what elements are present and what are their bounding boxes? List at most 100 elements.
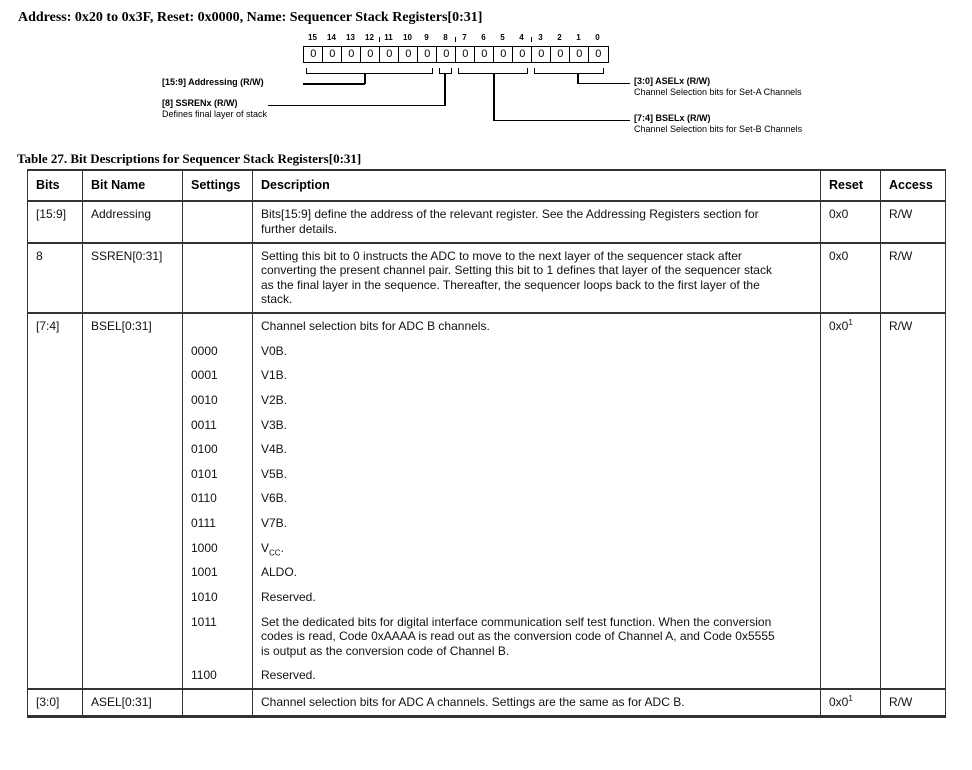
bit-cell: 0	[417, 46, 438, 63]
settings-subrow: 1010 Reserved.	[28, 584, 946, 610]
bit-number: 8	[443, 33, 448, 42]
settings-cell: 0101	[182, 461, 253, 487]
description-cell: V5B.	[252, 461, 821, 487]
description-cell: VCC.	[252, 535, 821, 561]
description-cell: Reserved.	[252, 663, 821, 689]
description-cell: V7B.	[252, 511, 821, 536]
settings-subrow: 0001 V1B.	[28, 363, 946, 388]
bit-number: 4	[519, 33, 524, 42]
field-label-addressing: [15:9] Addressing (R/W)	[162, 77, 264, 87]
group-bracket-addressing	[306, 68, 433, 74]
bit-number: 7	[462, 33, 467, 42]
column-header-bit-name: Bit Name	[82, 168, 183, 203]
register-bit-diagram: 15 14 13 12 11 10 9 8 7 6 5 4 3 2 1 0 0 …	[0, 0, 972, 140]
settings-cell: 0001	[182, 363, 253, 388]
table-row: 8 SSREN[0:31] Setting this bit to 0 inst…	[27, 241, 946, 313]
field-sublabel-asel: Channel Selection bits for Set-A Channel…	[634, 87, 802, 97]
description-cell: Channel selection bits for ADC A channel…	[252, 687, 821, 717]
bit-cell: 0	[493, 46, 514, 63]
bit-cell: 0	[550, 46, 571, 63]
vcc-subscript: CC	[269, 548, 281, 558]
bit-number: 10	[403, 33, 412, 42]
connector-line	[364, 73, 366, 84]
description-cell: V6B.	[252, 486, 821, 511]
description-cell: ALDO.	[252, 560, 821, 585]
bit-cell: 0	[341, 46, 362, 63]
access-cell: R/W	[880, 687, 946, 717]
settings-cell: 0000	[182, 338, 253, 364]
bit-cell: 0	[474, 46, 495, 63]
bit-number: 11	[384, 33, 393, 42]
settings-cell	[182, 312, 253, 339]
bit-value-row: 0 0 0 0 0 0 0 0 0 0 0 0 0 0 0 0	[303, 46, 609, 63]
settings-cell: 1001	[182, 560, 253, 585]
settings-subrow: 1000 VCC.	[28, 535, 946, 561]
reset-cell: 0x0	[820, 200, 881, 243]
connector-line	[577, 73, 579, 84]
bit-cell: 0	[379, 46, 400, 63]
connector-line	[493, 119, 630, 121]
settings-subrow: 0011 V3B.	[28, 412, 946, 438]
access-cell: R/W	[880, 312, 946, 689]
table-caption: Table 27. Bit Descriptions for Sequencer…	[17, 151, 362, 166]
settings-cell: 1011	[182, 609, 253, 664]
access-cell: R/W	[880, 241, 946, 313]
description-cell: V2B.	[252, 387, 821, 413]
bit-number: 14	[327, 33, 336, 42]
reset-cell: 0x01	[820, 312, 881, 689]
description-cell: V4B.	[252, 437, 821, 462]
connector-line	[303, 83, 365, 85]
reset-cell: 0x01	[820, 687, 881, 717]
description-cell: V1B.	[252, 363, 821, 388]
settings-subrow: 1100 Reserved.	[28, 663, 946, 689]
reset-superscript: 1	[848, 318, 853, 327]
description-cell: Setting this bit to 0 instructs the ADC …	[252, 241, 821, 313]
reset-superscript: 1	[848, 694, 853, 703]
bit-number: 5	[500, 33, 505, 42]
bit-name-cell: BSEL[0:31]	[82, 312, 183, 689]
settings-subrow: 0101 V5B.	[28, 461, 946, 487]
bit-cell: 0	[531, 46, 552, 63]
bit-cell: 0	[398, 46, 419, 63]
settings-subrow: 0110 V6B.	[28, 486, 946, 511]
settings-cell	[182, 241, 253, 313]
bit-number: 2	[557, 33, 562, 42]
description-cell: Set the dedicated bits for digital inter…	[252, 609, 821, 664]
bits-cell: [15:9]	[27, 200, 83, 243]
access-cell: R/W	[880, 200, 946, 243]
column-header-access: Access	[880, 168, 946, 203]
bit-cell: 0	[455, 46, 476, 63]
bit-number: 13	[346, 33, 355, 42]
table-row: [7:4] BSEL[0:31] Channel selection bits …	[27, 312, 946, 689]
bit-cell: 0	[360, 46, 381, 63]
settings-cell: 0111	[182, 511, 253, 536]
settings-subrow: 0100 V4B.	[28, 437, 946, 462]
bit-number: 6	[481, 33, 486, 42]
bit-cell: 0	[322, 46, 343, 63]
bit-cell: 0	[436, 46, 457, 63]
nibble-tick	[530, 37, 532, 42]
bit-cell: 0	[588, 46, 609, 63]
description-cell: Reserved.	[252, 584, 821, 610]
field-sublabel-bsel: Channel Selection bits for Set-B Channel…	[634, 124, 803, 134]
settings-subrow: 1001 ALDO.	[28, 560, 946, 585]
field-label-ssren: [8] SSRENx (R/W)	[162, 98, 238, 108]
description-cell: Channel selection bits for ADC B channel…	[252, 312, 821, 339]
bit-cell: 0	[569, 46, 590, 63]
column-header-bits: Bits	[27, 168, 83, 203]
connector-line	[268, 104, 445, 106]
bit-number: 3	[538, 33, 543, 42]
bits-cell: 8	[27, 241, 83, 313]
register-table: Bits Bit Name Settings Description Reset…	[27, 168, 946, 718]
bit-name-cell: Addressing	[82, 200, 183, 243]
connector-line	[493, 73, 495, 121]
settings-cell	[182, 687, 253, 717]
bit-number: 15	[308, 33, 317, 42]
field-sublabel-ssren: Defines final layer of stack	[162, 109, 268, 119]
settings-cell: 1000	[182, 535, 253, 561]
table-row: [15:9] Addressing Bits[15:9] define the …	[27, 200, 946, 243]
settings-cell: 0010	[182, 387, 253, 413]
column-header-settings: Settings	[182, 168, 253, 203]
settings-subrow: 0111 V7B.	[28, 511, 946, 536]
bit-name-cell: SSREN[0:31]	[82, 241, 183, 313]
